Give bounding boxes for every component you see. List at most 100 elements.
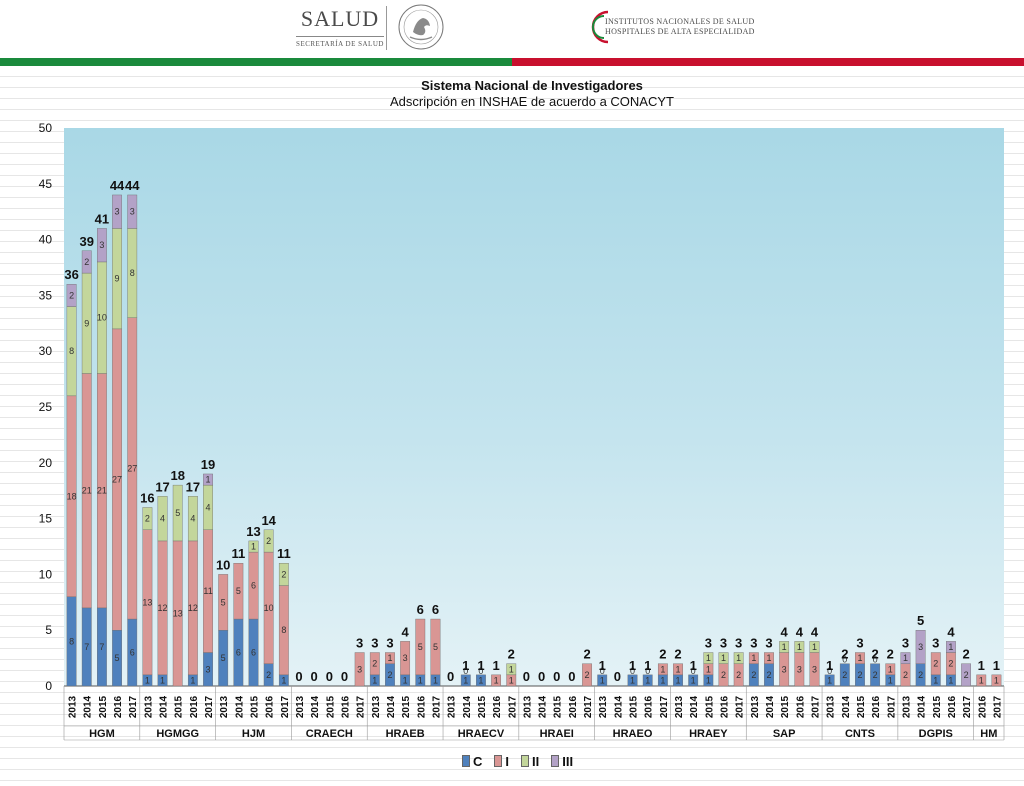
bar-total-label: 0 <box>341 669 348 684</box>
bar-total-label: 2 <box>841 647 848 662</box>
bar-total-label: 0 <box>553 669 560 684</box>
bar-segment-hgm-2014-iii <box>81 250 92 274</box>
bar-segment-hraey-2015-ii <box>703 652 714 664</box>
segment-value-label: 12 <box>188 603 198 613</box>
bar-total-label: 17 <box>186 479 200 494</box>
bar-segment-hraecv-2014-c <box>460 674 471 687</box>
bar-total-label: 0 <box>538 669 545 684</box>
bar-segment-hraeo-2016-c <box>642 674 653 687</box>
bar-segment-hgm-2016-iii <box>112 194 122 229</box>
bar-total-label: 1 <box>492 658 499 673</box>
segment-value-label: 3 <box>812 664 817 674</box>
bar-total-label: 1 <box>826 658 833 673</box>
bar-total-label: 2 <box>962 647 969 662</box>
segment-value-label: 1 <box>645 675 650 685</box>
x-tick-year-label: 2013 <box>750 695 761 718</box>
segment-value-label: 10 <box>97 313 107 323</box>
bar-segment-hraeb-2017-i <box>430 618 441 676</box>
segment-value-label: 2 <box>387 670 392 680</box>
segment-value-label: 1 <box>478 675 483 685</box>
y-tick-label: 0 <box>45 679 52 693</box>
bar-segment-cnts-2017-i <box>885 663 896 676</box>
legend-label: III <box>562 754 574 769</box>
bar-segment-hraeb-2014-i <box>385 652 395 664</box>
bar-segment-hraey-2016-ii <box>718 652 729 664</box>
group-label-hraecv: HRAECV <box>458 728 505 740</box>
x-tick-year-label: 2014 <box>613 695 624 718</box>
bar-segment-hraecv-2017-ii <box>506 663 517 676</box>
segment-value-label: 0 <box>827 666 832 676</box>
bar-segment-dgpis-2013-iii <box>900 652 911 664</box>
segment-value-label: 1 <box>630 675 635 685</box>
segment-value-label: 1 <box>691 675 696 685</box>
bar-segment-hm-2016-i <box>976 674 987 687</box>
bar-segment-hgm-2013-iii <box>66 284 77 307</box>
bar-total-label: 0 <box>311 669 318 684</box>
x-tick-year-label: 2014 <box>917 695 928 718</box>
x-tick-year-label: 2016 <box>644 695 655 718</box>
segment-value-label: 2 <box>751 670 756 680</box>
x-tick-year-label: 2015 <box>856 695 867 718</box>
x-tick-year-label: 2014 <box>83 695 94 718</box>
inshae-line1: INSTITUTOS NACIONALES DE SALUD <box>605 17 755 26</box>
segment-value-label: 1 <box>418 675 423 685</box>
segment-value-label: 7 <box>84 642 89 652</box>
segment-value-label: 1 <box>281 675 286 685</box>
bar-total-label: 16 <box>140 490 154 505</box>
bar-total-label: 39 <box>80 234 94 249</box>
x-tick-year-label: 2017 <box>962 695 973 718</box>
x-tick-year-label: 2017 <box>507 695 518 718</box>
segment-value-label: 6 <box>251 648 256 658</box>
segment-value-label: 1 <box>948 675 953 685</box>
bar-segment-hjm-2014-i <box>233 563 244 620</box>
segment-value-label: 4 <box>190 514 195 524</box>
bar-segment-cnts-2015-i <box>855 652 865 664</box>
bar-segment-hgmgg-2015-ii <box>172 484 183 542</box>
x-tick-year-label: 2017 <box>128 695 139 718</box>
bar-segment-hjm-2017-ii <box>278 563 289 586</box>
bar-segment-hraecv-2016-i <box>491 674 501 687</box>
segment-value-label: 1 <box>509 664 514 674</box>
bar-total-label: 1 <box>644 658 651 673</box>
bar-total-label: 2 <box>659 647 666 662</box>
chart-legend: C I II III <box>462 754 585 770</box>
x-tick-year-label: 2016 <box>113 695 124 718</box>
segment-value-label: 2 <box>372 659 377 669</box>
bar-total-label: 2 <box>508 647 515 662</box>
segment-value-label: 1 <box>403 675 408 685</box>
bar-segment-hjm-2015-ii <box>248 540 259 553</box>
chart-subtitle: Adscripción en INSHAE de acuerdo a CONAC… <box>390 94 674 109</box>
bar-total-label: 6 <box>432 602 439 617</box>
y-tick-label: 20 <box>39 456 53 470</box>
x-tick-year-label: 2015 <box>704 695 715 718</box>
segment-value-label: 1 <box>888 664 893 674</box>
y-tick-label: 45 <box>39 177 53 191</box>
segment-value-label: 2 <box>948 659 953 669</box>
x-tick-year-label: 2014 <box>765 695 776 718</box>
x-tick-year-label: 2016 <box>977 695 988 718</box>
segment-value-label: 18 <box>67 491 77 501</box>
x-tick-year-label: 2016 <box>568 695 579 718</box>
y-tick-label: 50 <box>39 121 53 135</box>
bar-segment-hraecv-2015-c <box>476 674 486 687</box>
bar-segment-sap-2017-ii <box>809 641 820 653</box>
bar-segment-hraeo-2015-c <box>627 674 638 687</box>
bar-segment-cnts-2013-c <box>824 674 835 687</box>
legend-label: I <box>505 754 510 769</box>
y-tick-label: 25 <box>39 400 53 414</box>
segment-value-label: 0 <box>600 666 605 676</box>
bar-total-label: 4 <box>402 624 410 639</box>
segment-value-label: 4 <box>160 514 165 524</box>
group-label-craech: CRAECH <box>306 728 353 740</box>
segment-value-label: 1 <box>797 642 802 652</box>
segment-value-label: 1 <box>660 664 665 674</box>
bar-segment-hgmgg-2013-ii <box>142 507 153 530</box>
bar-total-label: 3 <box>765 636 772 651</box>
bar-segment-sap-2014-i <box>764 652 774 664</box>
bar-total-label: 0 <box>568 669 575 684</box>
segment-value-label: 3 <box>99 240 104 250</box>
x-tick-year-label: 2013 <box>371 695 382 718</box>
bar-segment-hgm-2017-iii <box>127 194 138 229</box>
x-tick-year-label: 2016 <box>947 695 958 718</box>
segment-value-label: 1 <box>933 675 938 685</box>
